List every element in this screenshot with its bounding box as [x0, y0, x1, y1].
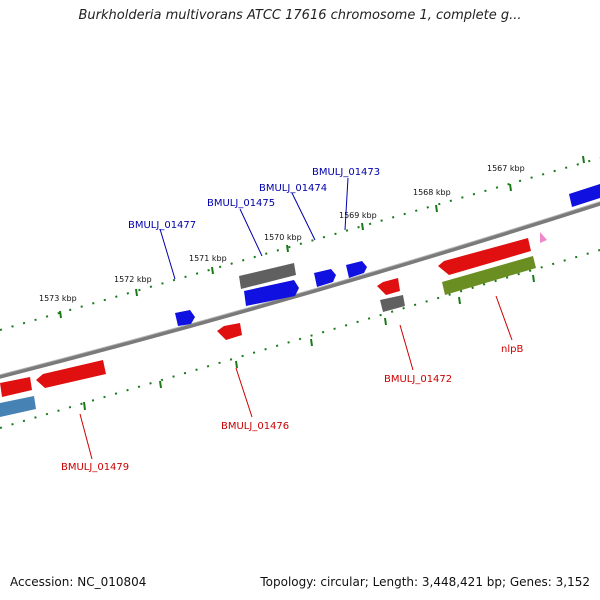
gene-labels: BMULJ_01473 BMULJ_01474 BMULJ_01475 BMUL… — [61, 167, 523, 473]
scale-label: 1569 kbp — [339, 211, 377, 220]
gene-label[interactable]: BMULJ_01477 — [128, 220, 196, 231]
steel-feature[interactable] — [0, 396, 36, 417]
chromosome-backbone — [0, 201, 600, 379]
scale-label: 1568 kbp — [413, 188, 451, 197]
topology-summary: Topology: circular; Length: 3,448,421 bp… — [260, 575, 590, 589]
gene-arrow[interactable] — [377, 278, 400, 295]
plus-strand-features — [175, 184, 600, 326]
inner-tick-track — [0, 249, 600, 429]
gene-label[interactable]: nlpB — [501, 344, 523, 355]
gene-arrow[interactable] — [346, 261, 367, 278]
scale-labels: 1567 kbp 1568 kbp 1569 kbp 1570 kbp 1571… — [39, 164, 525, 303]
gene-arrow[interactable] — [217, 323, 242, 340]
gene-label[interactable]: BMULJ_01473 — [312, 167, 380, 178]
gray-feature[interactable] — [239, 263, 296, 289]
gene-arrow[interactable] — [0, 377, 32, 397]
scale-label: 1571 kbp — [189, 254, 227, 263]
scale-label: 1573 kbp — [39, 294, 77, 303]
gene-label[interactable]: BMULJ_01472 — [384, 374, 452, 385]
outer-major-ticks — [59, 155, 585, 319]
gene-label[interactable]: BMULJ_01479 — [61, 462, 129, 473]
map-title: Burkholderia multivorans ATCC 17616 chro… — [78, 8, 522, 23]
gene-arrow[interactable] — [36, 360, 106, 388]
scale-label: 1570 kbp — [264, 233, 302, 242]
scale-label: 1572 kbp — [114, 275, 152, 284]
scale-label: 1567 kbp — [487, 164, 525, 173]
gene-arrow[interactable] — [438, 238, 531, 275]
olive-feature[interactable] — [442, 256, 536, 295]
gene-label[interactable]: BMULJ_01474 — [259, 183, 327, 194]
gray-feature[interactable] — [380, 295, 405, 312]
gene-arrow[interactable] — [244, 280, 299, 306]
gene-arrow[interactable] — [569, 184, 600, 207]
label-leaders — [79, 177, 513, 460]
gene-arrow[interactable] — [314, 269, 336, 287]
gene-arrow[interactable] — [175, 310, 195, 326]
pink-feature[interactable] — [540, 232, 547, 243]
gene-label[interactable]: BMULJ_01476 — [221, 421, 289, 432]
accession-text: Accession: NC_010804 — [10, 575, 147, 589]
minus-strand-features — [0, 238, 536, 417]
inner-major-ticks — [83, 274, 535, 411]
outer-tick-track — [0, 157, 600, 331]
gene-label[interactable]: BMULJ_01475 — [207, 198, 275, 209]
